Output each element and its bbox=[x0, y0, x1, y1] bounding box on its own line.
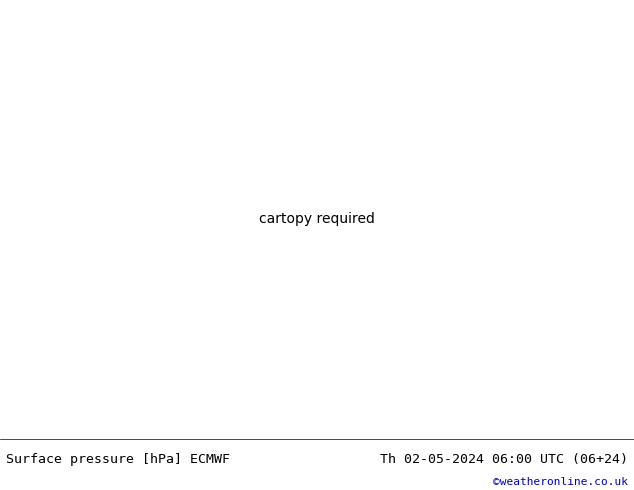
Text: ©weatheronline.co.uk: ©weatheronline.co.uk bbox=[493, 477, 628, 488]
Text: Surface pressure [hPa] ECMWF: Surface pressure [hPa] ECMWF bbox=[6, 453, 230, 466]
Text: cartopy required: cartopy required bbox=[259, 212, 375, 226]
Text: Th 02-05-2024 06:00 UTC (06+24): Th 02-05-2024 06:00 UTC (06+24) bbox=[380, 453, 628, 466]
